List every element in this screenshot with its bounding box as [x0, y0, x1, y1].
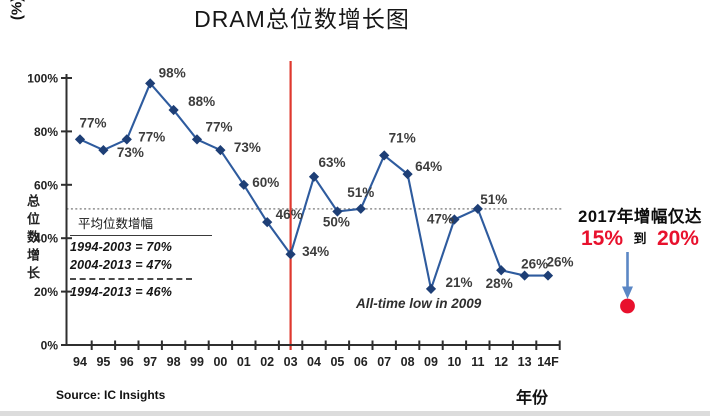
data-label-14F: 26%: [546, 255, 573, 270]
data-label-95: 73%: [117, 145, 144, 160]
screenshot-bottom-edge: [0, 411, 710, 416]
forecast-2017-text: 2017年增幅仅达: [578, 208, 702, 226]
x-tick-label: 98: [167, 355, 181, 369]
all-time-low-annotation: All-time low in 2009: [356, 296, 482, 311]
dashed-separator: [70, 278, 192, 280]
y-tick-label: 80%: [34, 125, 58, 139]
data-point-13: [519, 270, 530, 281]
data-point-94: [74, 134, 86, 145]
data-label-96: 77%: [138, 129, 165, 144]
data-point-99: [191, 134, 203, 145]
data-point-10: [449, 214, 460, 225]
data-label-94: 77%: [79, 115, 106, 130]
data-point-04: [308, 171, 320, 182]
data-label-01: 60%: [252, 175, 279, 190]
y-tick-label: 0%: [41, 339, 59, 353]
data-label-99: 77%: [205, 119, 232, 134]
data-point-11: [472, 203, 483, 214]
x-tick-label: 06: [354, 355, 368, 369]
data-point-09: [425, 283, 437, 295]
data-point-02: [262, 217, 273, 228]
data-label-09: 21%: [445, 275, 472, 290]
data-label-03: 34%: [302, 244, 329, 259]
y-axis-title: 总位数增长: [25, 194, 40, 284]
x-tick-label: 04: [307, 355, 321, 369]
y-tick-label: 40%: [34, 232, 58, 246]
data-point-95: [98, 144, 109, 156]
x-tick-label: 96: [120, 355, 134, 369]
x-tick-label: 01: [237, 355, 251, 369]
chart-title: DRAM总位数增长图: [194, 6, 410, 32]
x-tick-label: 00: [213, 355, 227, 369]
data-label-05: 50%: [323, 215, 350, 230]
forecast-connector: 到: [633, 231, 647, 246]
data-label-04: 63%: [318, 155, 345, 170]
source-credit: Source: IC Insights: [56, 388, 166, 402]
x-tick-label: 03: [284, 355, 298, 369]
data-label-00: 73%: [234, 140, 261, 155]
data-label-98: 88%: [188, 94, 215, 109]
data-point-12: [496, 265, 507, 276]
data-point-07: [379, 150, 390, 161]
x-tick-label: 11: [471, 355, 484, 369]
y-tick-label: 100%: [27, 72, 58, 86]
x-tick-label: 02: [260, 355, 274, 369]
y-tick-label: 60%: [34, 178, 58, 192]
x-tick-label: 07: [377, 355, 391, 369]
average-growth-1994-2013: 1994-2013 = 46%: [70, 285, 173, 299]
x-tick-label: 12: [494, 355, 508, 369]
data-point-96: [121, 134, 132, 145]
data-point-08: [402, 169, 413, 180]
data-label-97: 98%: [159, 65, 186, 80]
data-label-10: 47%: [427, 212, 454, 227]
x-tick-label: 09: [424, 355, 438, 369]
x-tick-label: 05: [330, 355, 344, 369]
data-point-14F: [542, 270, 554, 281]
forecast-high-value: 20%: [656, 227, 699, 250]
x-tick-label: 10: [447, 355, 461, 369]
forecast-arrow-head-icon: [622, 286, 633, 299]
forecast-2017-range: 15% 到 20%: [566, 227, 710, 251]
average-growth-2004-2013: 2004-2013 = 47%: [70, 258, 173, 272]
data-label-02: 46%: [276, 207, 303, 222]
y-axis-unit-label: (%): [8, 0, 26, 21]
x-tick-label: 13: [518, 355, 532, 369]
average-growth-1994-2003: 1994-2003 = 70%: [70, 240, 173, 254]
x-tick-label: 97: [143, 355, 157, 369]
x-axis-title: 年份: [516, 390, 549, 407]
data-point-98: [168, 104, 179, 116]
forecast-red-dot: [620, 298, 635, 314]
x-tick-label: 14F: [537, 355, 559, 369]
data-label-11: 51%: [480, 192, 507, 207]
x-tick-label: 99: [190, 355, 204, 369]
forecast-low-value: 15%: [581, 227, 624, 250]
average-growth-annotation-title: 平均位数增幅: [70, 213, 212, 236]
data-label-07: 71%: [389, 130, 416, 145]
data-point-97: [145, 78, 156, 89]
x-tick-label: 95: [96, 355, 110, 369]
y-tick-label: 20%: [34, 285, 58, 299]
average-growth-annotation: 平均位数增幅 1994-2003 = 70% 2004-2013 = 47% 1…: [70, 213, 212, 299]
data-label-12: 28%: [486, 276, 513, 291]
data-label-08: 64%: [415, 159, 442, 174]
data-point-06: [355, 203, 366, 214]
data-point-01: [238, 179, 249, 190]
x-tick-label: 08: [401, 355, 415, 369]
data-point-05: [332, 206, 343, 217]
x-tick-label: 94: [73, 355, 87, 369]
data-label-06: 51%: [347, 185, 374, 200]
data-label-13: 26%: [521, 257, 548, 272]
forecast-2017-annotation: 2017年增幅仅达 15% 到 20%: [566, 203, 710, 251]
data-point-00: [215, 144, 226, 156]
data-point-03: [285, 249, 296, 260]
